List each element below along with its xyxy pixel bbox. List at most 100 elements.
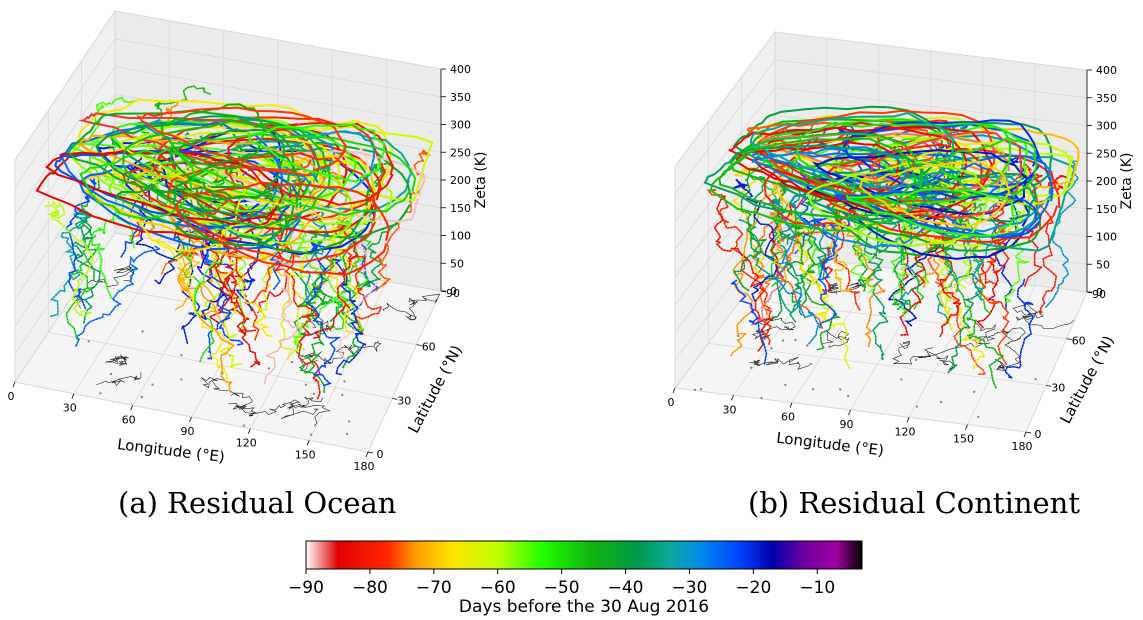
z-tick-label: 0 (450, 285, 457, 298)
trajectory-path (195, 220, 226, 322)
trajectory-path (941, 231, 1006, 389)
basemap-dot (267, 367, 270, 370)
x-tick-label: 90 (181, 425, 195, 438)
trajectory-path (214, 229, 261, 368)
trajectory-path (332, 258, 367, 376)
coastline (96, 372, 142, 387)
basemap-dot (347, 420, 351, 423)
x-tick-label: 30 (63, 402, 77, 415)
trajectory-path (848, 203, 879, 294)
y-axis-label: Latitude (°N) (404, 342, 465, 436)
trajectory-loop (136, 106, 348, 177)
trajectory-path (313, 222, 359, 339)
trajectory-path (1004, 277, 1035, 379)
basemap-dot (304, 383, 308, 386)
trajectory-path (815, 192, 841, 285)
x-tick-label: 60 (781, 411, 795, 424)
trajectory-path (770, 198, 805, 311)
trajectory-loop (45, 149, 284, 226)
trajectory-loop (247, 123, 386, 183)
y-tick (416, 344, 422, 347)
colorbar-tick-label: −90 (288, 578, 324, 598)
y-tick (392, 397, 398, 400)
trajectory-loop (766, 134, 989, 191)
basemap-dot (309, 433, 313, 436)
z-tick-label: 100 (1096, 231, 1117, 244)
y-gridline (707, 121, 1047, 386)
z-axis-label: Zeta (K) (1119, 153, 1135, 210)
coastline (382, 294, 440, 321)
z-tick-label: 350 (450, 91, 471, 104)
trajectory-path (936, 228, 981, 324)
trajectory-path (993, 156, 1029, 311)
trajectory-path (801, 226, 842, 351)
trajectory-path (177, 249, 236, 394)
basemap-dot (109, 372, 113, 376)
coastline (105, 354, 129, 366)
z-tick-label: 50 (450, 257, 464, 270)
trajectory-loop (168, 128, 285, 200)
trajectory-path (326, 221, 370, 332)
basemap-dot (784, 383, 787, 387)
coastline (892, 341, 955, 371)
trajectory-path (228, 255, 272, 338)
coastline (280, 397, 324, 419)
y-tick-label: 0 (1035, 428, 1042, 441)
y-tick-label: 60 (422, 341, 436, 354)
basemap-dot (915, 405, 919, 408)
x-axis-label: Longitude (°E) (775, 429, 884, 460)
x-tick-label: 150 (953, 433, 974, 446)
y-tick-label: 30 (397, 394, 411, 407)
y-axis-label: Latitude (°N) (1056, 333, 1117, 427)
x-tick (130, 405, 134, 411)
colorbar-label: Days before the 30 Aug 2016 (459, 597, 709, 617)
colorbar-tick-label: −80 (352, 578, 388, 598)
basemap-dot (1034, 378, 1037, 381)
basemap-dot (180, 378, 183, 381)
basemap-dot (973, 390, 976, 393)
basemap-dot (900, 378, 903, 381)
trajectory-loop (122, 119, 332, 229)
y-tick-label: 30 (1051, 381, 1065, 394)
x-tick-label: 0 (668, 396, 675, 409)
z-tick-label: 50 (1096, 258, 1110, 271)
trajectory-path (808, 215, 838, 329)
trajectory-loop (170, 133, 417, 217)
z-tick-label: 0 (1096, 286, 1103, 299)
x-tick-label: 0 (8, 390, 15, 403)
y-tick-label: 60 (1072, 335, 1086, 348)
coastline-basemap (75, 265, 440, 436)
x-tick (965, 424, 968, 430)
y-tick (1046, 384, 1052, 387)
trajectory-loop (270, 130, 376, 192)
basemap-dot (140, 395, 143, 399)
x-tick (1023, 431, 1027, 438)
trajectory-path (974, 223, 1017, 366)
trajectory-path (947, 215, 981, 374)
trajectory-loop (109, 116, 358, 203)
basemap-dot (737, 334, 740, 338)
trajectory-path (330, 228, 358, 333)
basemap-dot (760, 396, 763, 400)
y-tick-label: 90 (1092, 288, 1106, 301)
z-tick-label: 200 (1096, 175, 1117, 188)
z-tick-label: 300 (1096, 120, 1117, 133)
trajectory-loop (216, 125, 434, 202)
coastline (299, 340, 382, 372)
trajectory-path (44, 200, 94, 317)
basemap-dot (811, 388, 815, 391)
trajectory-path (899, 195, 951, 336)
trajectory-loop (754, 126, 994, 215)
trajectory-loop (795, 121, 1012, 205)
colorbar-ticks: −90 −80 −70 −60 −50 −40 −30 −20 −10 (288, 569, 835, 598)
z-tick-label: 300 (450, 119, 471, 132)
trajectory-path (75, 244, 162, 347)
y-tick (367, 451, 374, 454)
trajectory-path (762, 199, 820, 345)
x-tick (189, 416, 192, 423)
trajectory-loop (718, 137, 917, 219)
y-tick-label: 0 (377, 448, 384, 461)
x-tick-label: 60 (122, 413, 136, 426)
trajectory-loop (811, 149, 1028, 216)
